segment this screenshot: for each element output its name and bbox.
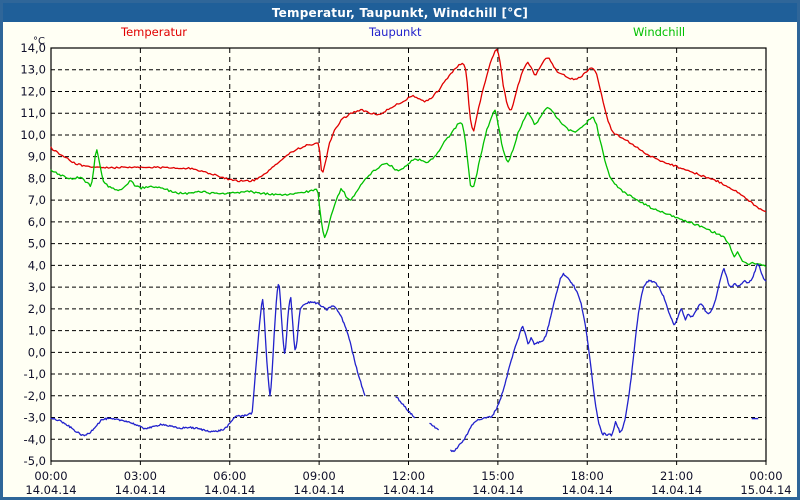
x-tick-time-label: 15:00 bbox=[481, 469, 514, 483]
x-tick-time-label: 21:00 bbox=[660, 469, 693, 483]
y-tick-label: 14,0 bbox=[20, 41, 46, 55]
y-tick-label: 6,0 bbox=[28, 215, 46, 229]
legend-item-taupunkt: Taupunkt bbox=[369, 25, 422, 39]
y-tick-label: 8,0 bbox=[28, 171, 46, 185]
y-tick-label: 5,0 bbox=[28, 237, 46, 251]
series-taupunkt-line bbox=[395, 396, 416, 419]
y-tick-label: 2,0 bbox=[28, 302, 46, 316]
y-tick-label: 0,0 bbox=[28, 345, 46, 359]
x-tick-time-label: 03:00 bbox=[124, 469, 157, 483]
series-taupunkt-line bbox=[429, 422, 439, 431]
legend-item-windchill: Windchill bbox=[633, 25, 686, 39]
x-tick-date-label: 14.04.14 bbox=[383, 483, 434, 497]
y-tick-label: -3,0 bbox=[24, 411, 46, 425]
x-tick-date-label: 14.04.14 bbox=[25, 483, 76, 497]
plot-frame bbox=[50, 47, 767, 462]
x-tick-date-label: 14.04.14 bbox=[562, 483, 613, 497]
window-title: Temperatur, Taupunkt, Windchill [°C] bbox=[271, 5, 529, 20]
x-tick-date-label: 14.04.14 bbox=[115, 483, 166, 497]
x-tick-time-label: 00:00 bbox=[749, 469, 782, 483]
x-tick-date-label: 14.04.14 bbox=[651, 483, 702, 497]
chart-plot-area: 14,0 13,0 12,0 11,0 10,0 9,0 8,0 7,0 6,0 5,0 4,0 3,… bbox=[3, 22, 797, 497]
chart-svg: 14,0 13,0 12,0 11,0 10,0 9,0 8,0 7,0 6,0 5,0 4,0 3,… bbox=[20, 36, 791, 497]
y-tick-label: 12,0 bbox=[20, 84, 46, 98]
chart-legend: Temperatur Taupunkt Windchill bbox=[3, 25, 797, 41]
x-tick-time-label: 06:00 bbox=[213, 469, 246, 483]
series-taupunkt-line bbox=[450, 263, 767, 453]
y-axis-unit-label: °C bbox=[33, 36, 45, 47]
y-tick-label: 10,0 bbox=[20, 128, 46, 142]
x-tick-time-label: 09:00 bbox=[303, 469, 336, 483]
series-windchill-line bbox=[50, 106, 767, 267]
series-temperatur-line bbox=[50, 48, 767, 213]
x-tick-time-label: 18:00 bbox=[571, 469, 604, 483]
x-tick-date-label: 14.04.14 bbox=[204, 483, 255, 497]
y-tick-label: 1,0 bbox=[28, 324, 46, 338]
x-tick-date-label: 14.04.14 bbox=[472, 483, 523, 497]
y-tick-label: -1,0 bbox=[24, 367, 46, 381]
x-tick-time-label: 12:00 bbox=[392, 469, 425, 483]
window-title-bar: Temperatur, Taupunkt, Windchill [°C] bbox=[3, 3, 797, 22]
y-tick-label: -2,0 bbox=[24, 389, 46, 403]
y-tick-label: 11,0 bbox=[20, 106, 46, 120]
y-tick-label: 3,0 bbox=[28, 280, 46, 294]
legend-item-temperatur: Temperatur bbox=[121, 25, 188, 39]
y-tick-label: 7,0 bbox=[28, 193, 46, 207]
y-tick-label: -4,0 bbox=[24, 432, 46, 446]
y-tick-label: 4,0 bbox=[28, 258, 46, 272]
x-tick-time-label: 00:00 bbox=[34, 469, 67, 483]
y-tick-label: 9,0 bbox=[28, 150, 46, 164]
y-tick-label: 13,0 bbox=[20, 63, 46, 77]
y-tick-label: -5,0 bbox=[24, 454, 46, 468]
x-tick-date-label: 15.04.14 bbox=[740, 483, 791, 497]
x-tick-date-label: 14.04.14 bbox=[294, 483, 345, 497]
series-taupunkt-line bbox=[50, 283, 366, 437]
